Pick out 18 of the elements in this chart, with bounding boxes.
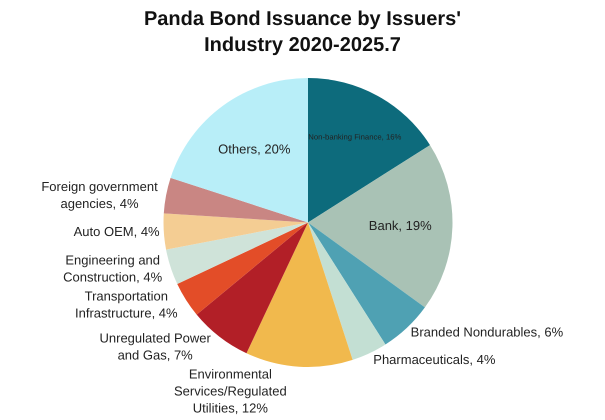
pie-slice (308, 78, 430, 222)
chart-title: Panda Bond Issuance by Issuers' Industry 2020-2025.7 (144, 8, 462, 56)
slice-label: Unregulated Power and Gas, 7% (100, 330, 212, 363)
slice-label: Branded Nondurables, 6% (410, 324, 564, 340)
pie-slice (164, 178, 308, 222)
pie-slice (246, 222, 353, 367)
slice-label: Engineering and Construction, 4% (63, 252, 163, 285)
slice-label: Others, 20% (218, 141, 291, 156)
pie-slice (308, 145, 452, 308)
slice-label: Foreign government agencies, 4% (41, 178, 158, 211)
slice-label: Pharmaceuticals, 4% (373, 352, 496, 367)
pie-slice (170, 78, 308, 222)
pie-slice (177, 222, 308, 315)
slice-label: Auto OEM, 4% (74, 224, 160, 240)
slice-label: Transportation Infrastructure, 4% (74, 288, 178, 320)
slice-label: Bank, 19% (368, 218, 432, 233)
slice-label: Environmental Services/Regulated Utilities, 12% (174, 366, 287, 416)
pie-slice (164, 213, 308, 250)
